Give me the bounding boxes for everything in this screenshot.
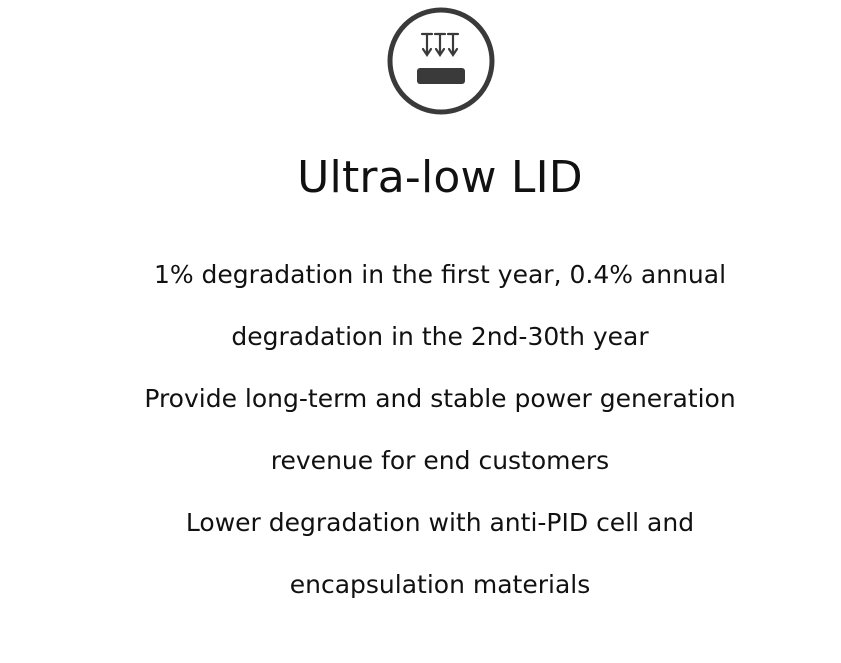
light-down-arrows-on-panel-icon [386,6,496,116]
description-line: revenue for end customers [270,446,610,475]
feature-description: 1% degradation in the first year, 0.4% a… [0,244,841,616]
description-line: 1% degradation in the first year, 0.4% a… [153,260,727,289]
description-line: degradation in the 2nd-30th year [231,322,649,351]
description-line: Lower degradation with anti-PID cell and [185,508,695,537]
feature-title: Ultra-low LID [297,152,583,203]
description-line: Provide long-term and stable power gener… [144,384,736,413]
description-line: encapsulation materials [289,570,591,599]
